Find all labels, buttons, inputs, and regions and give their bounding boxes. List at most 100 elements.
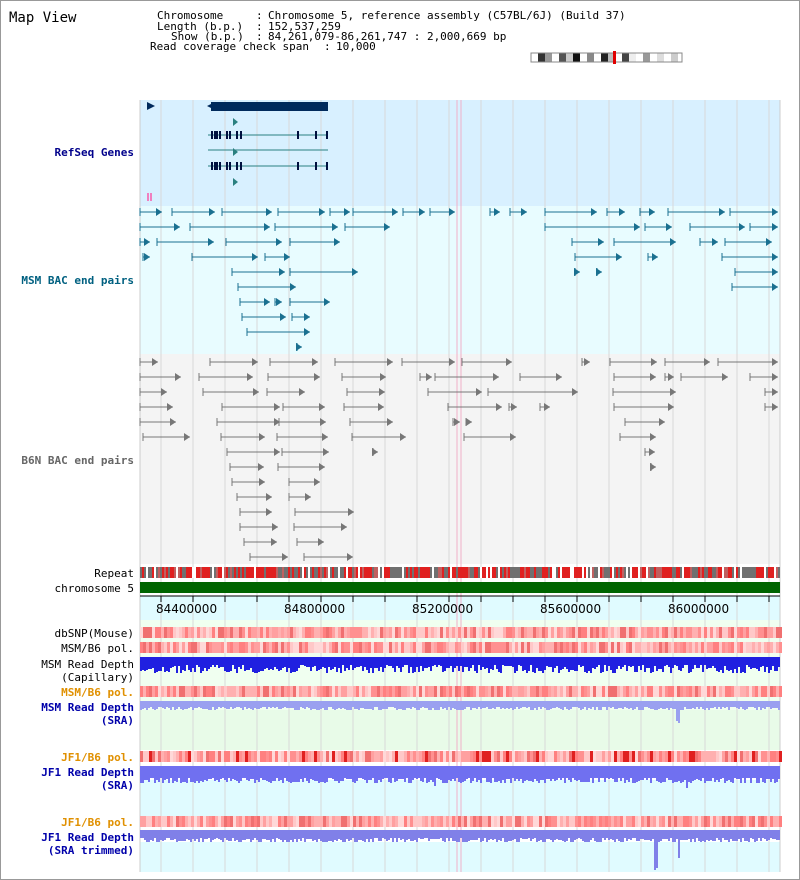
jf1-b6-pol-trim-cell: [314, 816, 317, 827]
repeat-segment: [228, 567, 230, 578]
msm-depth-cap-bar: [232, 657, 234, 665]
jf1-b6-pol-cell: [665, 751, 668, 762]
jf1-depth-sra-bar: [712, 766, 714, 778]
msm-b6-pol-sra-cell: [719, 686, 722, 697]
msm-b6-pol-sra-cell: [254, 686, 257, 697]
jf1-depth-sra-bar: [140, 766, 142, 783]
msm-read-depth-sra-label: MSM Read Depth (SRA): [41, 701, 134, 727]
jf1-b6-pol-trim-cell: [206, 816, 209, 827]
msm-depth-cap-bar: [554, 657, 556, 668]
msm-depth-sra-bar: [146, 701, 148, 710]
jf1-b6-pol-trim-cell: [446, 816, 449, 827]
repeat-segment: [474, 567, 476, 578]
repeat-segment: [666, 567, 668, 578]
repeat-segment: [180, 567, 182, 578]
jf1-depth-sra-bar: [382, 766, 384, 779]
dbsnp-cell: [401, 627, 404, 638]
axis-tick-label: 84400000: [156, 602, 218, 616]
b6n-bac-pair-arrow: [387, 358, 393, 366]
show-key: Show (b.p.): [171, 30, 244, 43]
msm-depth-cap-bar: [768, 657, 770, 673]
jf1-depth-trim-bar: [706, 830, 708, 840]
refseq-exon: [211, 162, 213, 170]
msm-b6-pol-sra-cell: [236, 686, 239, 697]
repeat-segment: [574, 567, 576, 578]
b6n-bac-pair-arrow: [274, 403, 280, 411]
repeat-segment: [482, 567, 484, 578]
b6n-bac-label[interactable]: B6N BAC end pairs: [21, 454, 134, 467]
jf1-depth-trim-bar: [268, 830, 270, 840]
repeat-segment: [724, 567, 726, 578]
msm-b6-pol-sra-cell: [299, 686, 302, 697]
msm-b6-pol-cell: [641, 642, 644, 653]
msm-depth-sra-bar: [638, 701, 640, 710]
msm-b6-pol-sra-cell: [278, 686, 281, 697]
msm-b6-pol-cell: [296, 642, 299, 653]
jf1-b6-pol-cell: [503, 751, 506, 762]
refseq-genes-label[interactable]: RefSeq Genes: [54, 146, 134, 159]
jf1-b6-pol-cell: [371, 751, 374, 762]
jf1-depth-sra-bar: [434, 766, 436, 786]
jf1-b6-pol-cell: [449, 751, 452, 762]
jf1-depth-sra-bar: [256, 766, 258, 780]
msm-depth-sra-bar: [610, 701, 612, 708]
jf1-depth-trim-bar: [246, 830, 248, 839]
jf1-depth-sra-bar: [754, 766, 756, 778]
dbsnp-cell: [170, 627, 173, 638]
msm-depth-cap-bar: [306, 657, 308, 667]
repeat-segment: [670, 567, 672, 578]
jf1-b6-pol-cell: [335, 751, 338, 762]
msm-depth-sra-bar: [262, 701, 264, 707]
jf1-b6-pol-cell: [458, 751, 461, 762]
repeat-segment: [354, 567, 356, 578]
jf1-depth-trim-bar: [218, 830, 220, 839]
jf1-depth-sra-bar: [192, 766, 194, 782]
msm-b6-pol-cell: [161, 642, 164, 653]
dbsnp-cell: [734, 627, 737, 638]
jf1-b6-pol-cell: [698, 751, 701, 762]
msm-b6-pol-cell: [437, 642, 440, 653]
repeat-segment: [422, 567, 424, 578]
refseq-exon: [214, 162, 216, 170]
msm-bac-label[interactable]: MSM BAC end pairs: [21, 274, 134, 287]
msm-depth-cap-bar: [464, 657, 466, 667]
jf1-b6-pol-cell: [200, 751, 203, 762]
jf1-depth-trim-bar: [578, 830, 580, 838]
jf1-b6-pol-cell: [734, 751, 737, 762]
dbsnp-cell: [641, 627, 644, 638]
msm-depth-cap-bar: [174, 657, 176, 666]
repeat-segment: [184, 567, 186, 578]
msm-b6-pol-cell: [545, 642, 548, 653]
msm-depth-cap-bar: [328, 657, 330, 667]
jf1-depth-trim-bar: [256, 830, 258, 840]
msm-bac-pair-arrow: [324, 298, 330, 306]
dbsnp-cell: [566, 627, 569, 638]
jf1-b6-pol-cell: [488, 751, 491, 762]
repeat-segment: [504, 567, 506, 578]
msm-bac-pair-arrow: [280, 313, 286, 321]
dbsnp-cell: [746, 627, 749, 638]
jf1-depth-sra-bar: [584, 766, 586, 782]
msm-b6-pol-label: MSM/B6 pol.: [61, 642, 134, 655]
msm-b6-pol-sra-cell: [707, 686, 710, 697]
jf1-b6-pol-trim-cell: [662, 816, 665, 827]
msm-depth-sra-bar: [370, 701, 372, 709]
jf1-depth-sra-bar: [244, 766, 246, 778]
msm-b6-pol-sra-cell: [233, 686, 236, 697]
jf1-depth-sra-bar: [730, 766, 732, 782]
msm-depth-sra-bar: [604, 701, 606, 707]
msm-b6-pol-cell: [287, 642, 290, 653]
jf1-depth-trim-bar: [500, 830, 502, 841]
msm-bac-pair-arrow: [304, 313, 310, 321]
jf1-depth-trim-bar: [402, 830, 404, 839]
msm-depth-sra-bar: [694, 701, 696, 709]
jf1-depth-trim-bar: [672, 830, 674, 842]
dbsnp-cell: [608, 627, 611, 638]
repeat-segment: [710, 567, 712, 578]
msm-depth-cap-bar: [756, 657, 758, 669]
jf1-depth-sra-bar: [534, 766, 536, 779]
dbsnp-cell: [218, 627, 221, 638]
msm-bac-pair-arrow: [521, 208, 527, 216]
jf1-depth-trim-bar: [162, 830, 164, 841]
